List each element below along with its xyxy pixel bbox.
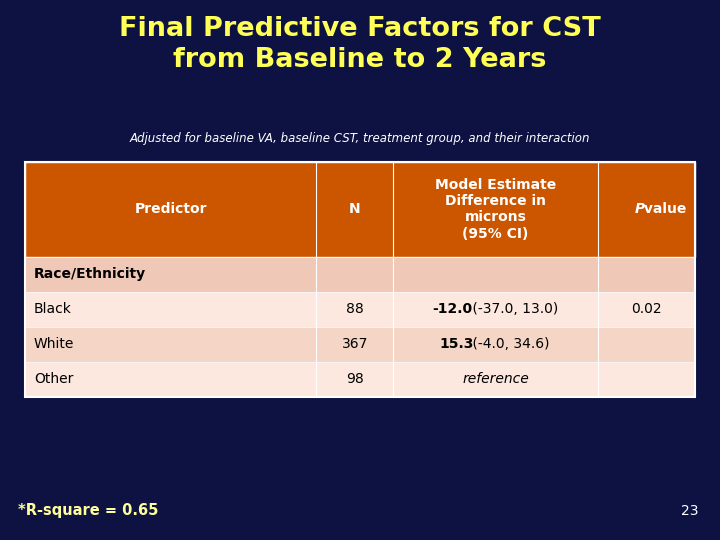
Text: 15.3: 15.3 [439,338,473,351]
FancyBboxPatch shape [25,292,695,327]
FancyBboxPatch shape [25,162,695,256]
FancyBboxPatch shape [25,256,695,292]
Text: 367: 367 [342,338,368,351]
Text: 23: 23 [681,504,698,518]
FancyBboxPatch shape [25,362,695,397]
Text: value: value [639,202,686,216]
Text: 88: 88 [346,302,364,316]
Text: reference: reference [462,373,529,386]
FancyBboxPatch shape [25,327,695,362]
Text: Final Predictive Factors for CST
from Baseline to 2 Years: Final Predictive Factors for CST from Ba… [119,16,601,73]
Text: Race/Ethnicity: Race/Ethnicity [34,267,146,281]
Text: *R-square = 0.65: *R-square = 0.65 [18,503,158,518]
Text: 98: 98 [346,373,364,386]
Text: White: White [34,338,74,351]
Text: 0.02: 0.02 [631,302,662,316]
Text: (-37.0, 13.0): (-37.0, 13.0) [468,302,558,316]
Text: -12.0: -12.0 [432,302,472,316]
Text: Other: Other [34,373,73,386]
Text: Model Estimate
Difference in
microns
(95% CI): Model Estimate Difference in microns (95… [435,178,557,240]
Text: Adjusted for baseline VA, baseline CST, treatment group, and their interaction: Adjusted for baseline VA, baseline CST, … [130,132,590,145]
Text: (-4.0, 34.6): (-4.0, 34.6) [468,338,549,351]
Text: N: N [349,202,361,216]
Text: Black: Black [34,302,72,316]
Text: Predictor: Predictor [135,202,207,216]
Text: P: P [635,202,645,216]
